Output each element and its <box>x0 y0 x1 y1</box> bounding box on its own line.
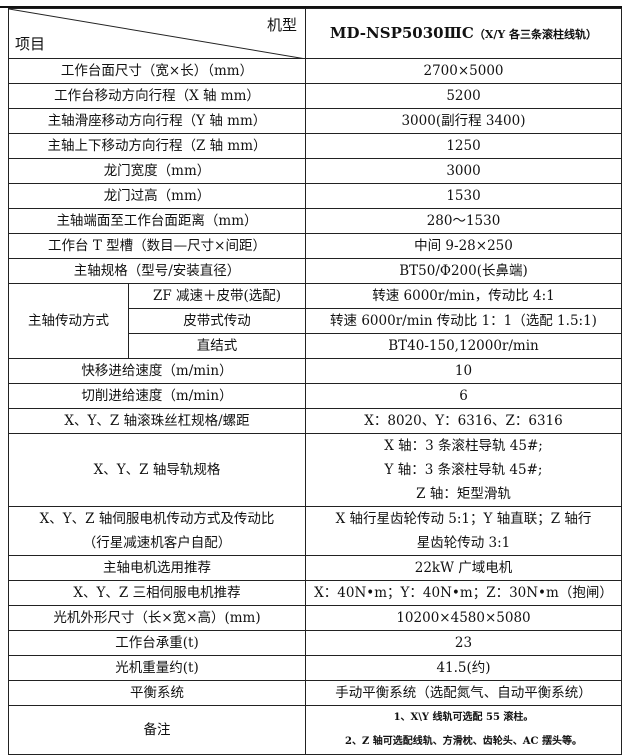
row-label: X、Y、Z 轴导轨规格 <box>8 433 306 507</box>
row-value: 10 <box>305 358 622 384</box>
label-line: X、Y、Z 轴伺服电机传动方式及传动比 <box>39 511 275 527</box>
row-value: 1250 <box>305 133 622 159</box>
table-row: 工作台 T 型槽（数目—尺寸×间距） 中间 9-28×250 <box>8 233 622 259</box>
table-row: X、Y、Z 轴导轨规格 X 轴：3 条滚柱导轨 45#; Y 轴：3 条滚柱导轨… <box>8 433 622 507</box>
row-label: 主轴传动方式 <box>8 283 129 359</box>
row-value: X 轴：3 条滚柱导轨 45#; Y 轴：3 条滚柱导轨 45#; Z 轴：矩型… <box>305 433 622 507</box>
label-line: （行星减速机客户自配） <box>82 535 232 551</box>
table-row: X、Y、Z 三相伺服电机推荐 X：40N•m；Y：40N•m；Z：30N•m（抱闸… <box>8 580 622 606</box>
table-row: 快移进给速度（m/min） 10 <box>8 358 622 384</box>
table-row: 龙门过高（mm） 1530 <box>8 183 622 209</box>
row-header-label: 项目 <box>15 35 46 53</box>
row-value: 280～1530 <box>305 208 622 234</box>
model-note: （X/Y 各三条滚柱线轨） <box>473 27 598 41</box>
sub-label: 直结式 <box>128 333 306 359</box>
value-line: 星齿轮传动 3:1 <box>416 535 511 551</box>
row-label: 主轴电机选用推荐 <box>8 555 306 581</box>
row-value: 手动平衡系统（选配氮气、自动平衡系统） <box>305 680 622 706</box>
row-label: 主轴端面至工作台面距离（mm） <box>8 208 306 234</box>
model-name: MD-NSP5030ⅢC <box>329 23 474 42</box>
row-label: 快移进给速度（m/min） <box>8 358 306 384</box>
row-label: 龙门过高（mm） <box>8 183 306 209</box>
row-label: 备注 <box>8 705 306 755</box>
row-value: 1530 <box>305 183 622 209</box>
row-value: 2700×5000 <box>305 58 622 84</box>
table-row: 工作台面尺寸（宽×长）（mm） 2700×5000 <box>8 58 622 84</box>
row-label: 主轴上下移动方向行程（Z 轴 mm） <box>8 133 306 159</box>
table-row: 主轴电机选用推荐 22kW 广域电机 <box>8 555 622 581</box>
row-value: 中间 9-28×250 <box>305 233 622 259</box>
row-label: 光机外形尺寸（长×宽×高）(mm) <box>8 605 306 631</box>
remarks-value: 1、X\Y 线轨可选配 55 滚柱。 2、Z 轴可选配线轨、方滑枕、齿轮头、AC… <box>305 705 622 755</box>
table-row: 直结式 BT40-150,12000r/min <box>9 333 622 359</box>
row-value: 5200 <box>305 83 622 109</box>
table-row: 主轴端面至工作台面距离（mm） 280～1530 <box>8 208 622 234</box>
row-label: 平衡系统 <box>8 680 306 706</box>
value-line: Z 轴：矩型滑轨 <box>416 486 511 502</box>
spec-table: 机型 项目 MD-NSP5030ⅢC（X/Y 各三条滚柱线轨） 工作台面尺寸（宽… <box>8 8 622 755</box>
table-row: 光机重量约(t) 41.5(约) <box>8 655 622 681</box>
table-row: 切削进给速度（m/min） 6 <box>8 383 622 409</box>
row-value: 6 <box>305 383 622 409</box>
row-label: 切削进给速度（m/min） <box>8 383 306 409</box>
row-label: 工作台面尺寸（宽×长）（mm） <box>8 58 306 84</box>
row-value: 41.5(约) <box>305 655 622 681</box>
table-row: 工作台移动方向行程（X 轴 mm） 5200 <box>8 83 622 109</box>
row-value: X 轴行星齿轮传动 5:1；Y 轴直联；Z 轴行 星齿轮传动 3:1 <box>305 506 622 556</box>
top-rule <box>0 6 622 8</box>
remark-line: 1、X\Y 线轨可选配 55 滚柱。 <box>393 712 534 723</box>
remark-line: 2、Z 轴可选配线轨、方滑枕、齿轮头、AC 摆头等。 <box>345 736 582 747</box>
row-value: 22kW 广域电机 <box>305 555 622 581</box>
row-value: 23 <box>305 630 622 656</box>
table-row: 龙门宽度（mm） 3000 <box>8 158 622 184</box>
table-row: 备注 1、X\Y 线轨可选配 55 滚柱。 2、Z 轴可选配线轨、方滑枕、齿轮头… <box>8 705 622 755</box>
table-row: 平衡系统 手动平衡系统（选配氮气、自动平衡系统） <box>8 680 622 706</box>
row-value: 转速 6000r/min 传动比 1：1（选配 1.5:1) <box>305 308 622 334</box>
row-value: 转速 6000r/min，传动比 4:1 <box>305 283 622 309</box>
row-label: 主轴滑座移动方向行程（Y 轴 mm） <box>8 108 306 134</box>
row-label: 主轴规格（型号/安装直径） <box>8 258 306 284</box>
row-value: BT40-150,12000r/min <box>305 333 622 359</box>
header-row: 机型 项目 MD-NSP5030ⅢC（X/Y 各三条滚柱线轨） <box>8 8 622 59</box>
row-label: X、Y、Z 轴滚珠丝杠规格/螺距 <box>8 408 306 434</box>
model-header: MD-NSP5030ⅢC（X/Y 各三条滚柱线轨） <box>305 8 622 59</box>
row-label: X、Y、Z 轴伺服电机传动方式及传动比 （行星减速机客户自配） <box>8 506 306 556</box>
row-value: X：40N•m；Y：40N•m；Z：30N•m（抱闸） <box>305 580 622 606</box>
table-row: 光机外形尺寸（长×宽×高）(mm) 10200×4580×5080 <box>8 605 622 631</box>
row-label: 光机重量约(t) <box>8 655 306 681</box>
table-row: 主轴传动方式 ZF 减速＋皮带(选配) 转速 6000r/min，传动比 4:1 <box>8 283 622 359</box>
row-label: 龙门宽度（mm） <box>8 158 306 184</box>
row-value: 3000 <box>305 158 622 184</box>
diagonal-line <box>9 9 301 58</box>
table-row: 主轴规格（型号/安装直径） BT50/Φ200(长鼻端) <box>8 258 622 284</box>
row-label: 工作台 T 型槽（数目—尺寸×间距） <box>8 233 306 259</box>
row-label: X、Y、Z 三相伺服电机推荐 <box>8 580 306 606</box>
table-row: X、Y、Z 轴滚珠丝杠规格/螺距 X：8020、Y：6316、Z：6316 <box>8 408 622 434</box>
sub-label: 皮带式传动 <box>128 308 306 334</box>
row-label: 工作台移动方向行程（X 轴 mm） <box>8 83 306 109</box>
row-value: BT50/Φ200(长鼻端) <box>305 258 622 284</box>
value-line: X 轴：3 条滚柱导轨 45#; <box>384 438 543 454</box>
row-value: 3000(副行程 3400) <box>305 108 622 134</box>
table-row: 主轴上下移动方向行程（Z 轴 mm） 1250 <box>8 133 622 159</box>
table-row: 主轴滑座移动方向行程（Y 轴 mm） 3000(副行程 3400) <box>8 108 622 134</box>
table-row: 皮带式传动 转速 6000r/min 传动比 1：1（选配 1.5:1) <box>9 308 622 334</box>
diagonal-header-cell: 机型 项目 <box>8 8 306 59</box>
value-line: X 轴行星齿轮传动 5:1；Y 轴直联；Z 轴行 <box>335 511 592 527</box>
column-header-label: 机型 <box>266 16 297 34</box>
row-value: X：8020、Y：6316、Z：6316 <box>305 408 622 434</box>
table-row: X、Y、Z 轴伺服电机传动方式及传动比 （行星减速机客户自配） X 轴行星齿轮传… <box>8 506 622 556</box>
sub-label: ZF 减速＋皮带(选配) <box>128 283 306 309</box>
value-line: Y 轴：3 条滚柱导轨 45#; <box>384 462 543 478</box>
row-value: 10200×4580×5080 <box>305 605 622 631</box>
table-row: 工作台承重(t) 23 <box>8 630 622 656</box>
row-label: 工作台承重(t) <box>8 630 306 656</box>
